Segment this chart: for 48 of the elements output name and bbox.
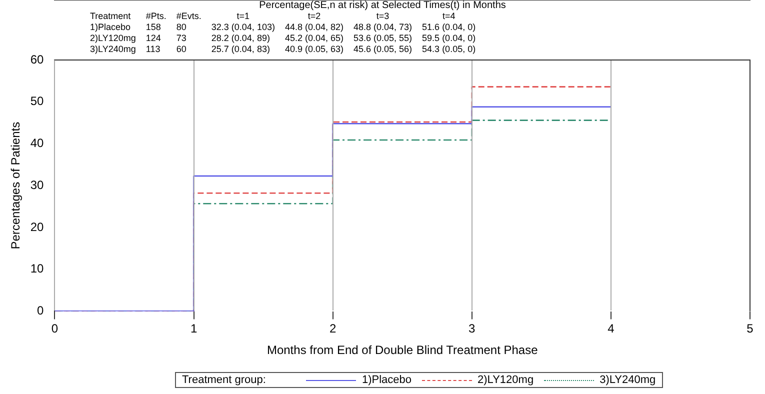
- text: 45.6 (0.05, 56): [352, 44, 414, 55]
- legend-label: 2)LY120mg: [476, 374, 534, 386]
- text: 2)LY120mg: [89, 33, 137, 44]
- text: 80: [175, 22, 188, 33]
- x-tick-label: 4: [608, 322, 615, 336]
- text: 60: [175, 44, 188, 55]
- text: 59.5 (0.04, 0): [421, 33, 477, 44]
- x-tick-label: 3: [468, 322, 476, 336]
- text: 124: [144, 33, 162, 44]
- text: t=3: [375, 11, 390, 22]
- y-tick-label: 40: [30, 136, 44, 150]
- text: 53.6 (0.05, 55): [352, 33, 414, 44]
- x-tick-label: 0: [51, 322, 58, 336]
- x-tick-label: 5: [746, 322, 754, 336]
- text: 44.8 (0.04, 82): [284, 22, 344, 33]
- text: 51.6 (0.04, 0): [421, 22, 477, 33]
- text: Treatment: [89, 11, 132, 22]
- y-tick-label: 0: [37, 304, 44, 318]
- text: 40.9 (0.05, 63): [284, 44, 344, 55]
- x-tick-label: 1: [190, 322, 198, 336]
- y-tick-label: 20: [30, 220, 44, 234]
- text: 73: [175, 33, 188, 44]
- legend-title: Treatment group:: [182, 374, 266, 386]
- text: 1)Placebo: [89, 22, 132, 33]
- text: 45.2 (0.04, 65): [284, 33, 344, 44]
- text: t=2: [306, 11, 322, 22]
- text: #Pts.: [144, 11, 168, 22]
- text: 113: [144, 44, 162, 55]
- text: 54.3 (0.05, 0): [421, 44, 477, 55]
- y-tick-label: 30: [30, 178, 44, 192]
- legend-label: 1)Placebo: [360, 374, 412, 386]
- y-axis-title: Percentages of Patients: [8, 122, 23, 250]
- y-tick-label: 50: [30, 94, 44, 108]
- text: 28.2 (0.04, 89): [210, 33, 271, 44]
- text: #Evts.: [175, 11, 202, 22]
- text: 3)LY240mg: [89, 44, 137, 55]
- y-tick-label: 10: [30, 262, 44, 276]
- text: 48.8 (0.04, 73): [352, 22, 414, 33]
- text: 158: [144, 22, 162, 33]
- text: 25.7 (0.04, 83): [210, 44, 271, 55]
- y-tick-label: 60: [30, 52, 44, 66]
- text: 32.3 (0.04, 103): [210, 22, 276, 33]
- legend-label: 3)LY240mg: [598, 374, 656, 386]
- text: t=1: [236, 11, 251, 22]
- chart-title: Percentage(SE,n at risk) at Selected Times(t) in Months: [258, 0, 507, 11]
- x-axis-title: Months from End of Double Blind Treatment Phase: [266, 343, 538, 358]
- x-tick-label: 2: [330, 322, 337, 336]
- text: t=4: [441, 11, 456, 22]
